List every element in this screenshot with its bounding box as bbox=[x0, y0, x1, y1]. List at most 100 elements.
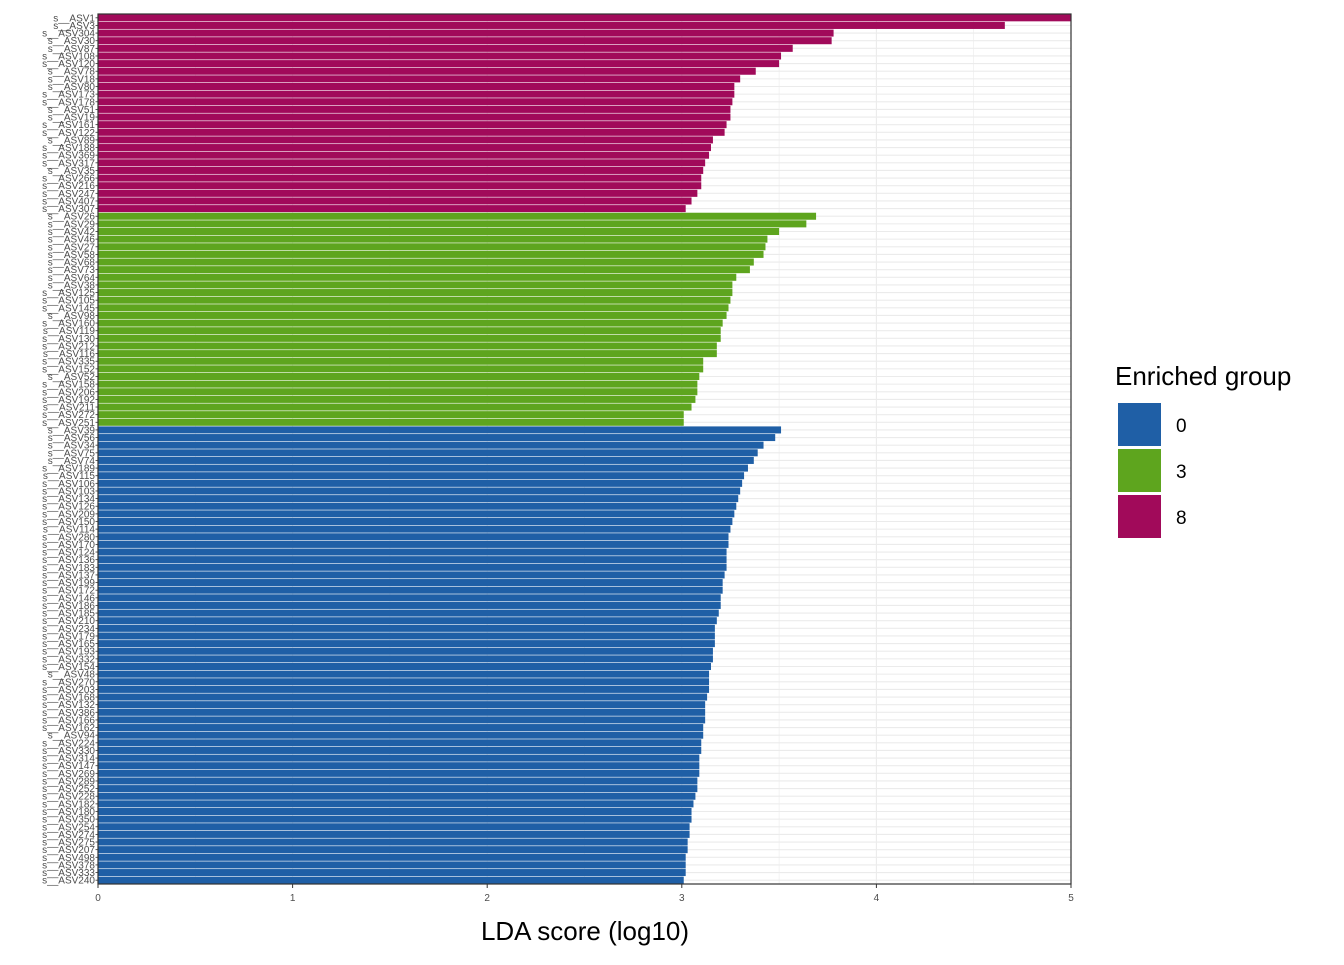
category-label: s__ASV185 bbox=[42, 609, 95, 620]
category-label: s__ASV247 bbox=[42, 189, 95, 200]
bar-group-0-s__ASV386 bbox=[98, 708, 706, 716]
category-label: s__ASV42 bbox=[48, 227, 96, 238]
category-label: s__ASV216 bbox=[42, 181, 95, 192]
bar-group-3-s__ASV130 bbox=[98, 334, 721, 342]
category-label: s__ASV34 bbox=[48, 441, 96, 452]
bar-group-0-s__ASV350 bbox=[98, 815, 692, 823]
x-tick-label: 2 bbox=[484, 893, 490, 904]
category-label: s__ASV68 bbox=[48, 258, 96, 269]
bar-group-8-s__ASV178 bbox=[98, 98, 733, 106]
category-label: s__ASV179 bbox=[42, 631, 95, 642]
bar-group-0-s__ASV185 bbox=[98, 609, 719, 617]
bar-group-8-s__ASV120 bbox=[98, 60, 780, 68]
bar-group-0-s__ASV189 bbox=[98, 464, 748, 472]
category-label: s__ASV105 bbox=[42, 296, 95, 307]
bar-group-3-s__ASV335 bbox=[98, 357, 704, 365]
category-label: s__ASV114 bbox=[43, 525, 96, 536]
category-label: s__ASV26 bbox=[48, 212, 96, 223]
category-label: s__ASV160 bbox=[42, 319, 95, 330]
bar-group-3-s__ASV125 bbox=[98, 289, 733, 297]
bar-group-3-s__ASV158 bbox=[98, 380, 698, 388]
category-label: s__ASV1 bbox=[53, 13, 95, 24]
category-label: s__ASV270 bbox=[42, 677, 95, 688]
category-label: s__ASV252 bbox=[42, 784, 95, 795]
category-label: s__ASV48 bbox=[48, 670, 96, 681]
bar-group-0-s__ASV106 bbox=[98, 479, 743, 487]
bar-group-8-s__ASV108 bbox=[98, 52, 782, 60]
category-label: s__ASV307 bbox=[42, 204, 95, 215]
bar-group-8-s__ASV1 bbox=[98, 14, 1071, 22]
category-label: s__ASV280 bbox=[42, 532, 95, 543]
bar-group-0-s__ASV134 bbox=[98, 495, 739, 503]
category-label: s__ASV58 bbox=[48, 250, 96, 261]
bar-group-3-s__ASV145 bbox=[98, 304, 729, 312]
bar-group-3-s__ASV116 bbox=[98, 350, 717, 358]
category-label: s__ASV289 bbox=[42, 776, 95, 787]
category-label: s__ASV317 bbox=[42, 158, 95, 169]
category-label: s__ASV180 bbox=[42, 807, 95, 818]
category-label: s__ASV78 bbox=[48, 67, 96, 78]
bar-group-0-s__ASV179 bbox=[98, 632, 715, 640]
bar-group-3-s__ASV119 bbox=[98, 327, 721, 335]
bar-group-0-s__ASV186 bbox=[98, 601, 721, 609]
bar-group-0-s__ASV332 bbox=[98, 655, 713, 663]
category-label: s__ASV234 bbox=[42, 624, 95, 635]
bar-group-0-s__ASV228 bbox=[98, 792, 696, 800]
category-label: s__ASV178 bbox=[42, 97, 95, 108]
bar-group-8-s__ASV216 bbox=[98, 182, 702, 190]
category-label: s__ASV182 bbox=[42, 799, 95, 810]
bar-group-3-s__ASV251 bbox=[98, 418, 684, 426]
bar-group-0-s__ASV498 bbox=[98, 853, 686, 861]
bar-layer bbox=[98, 14, 1071, 884]
bar-group-8-s__ASV317 bbox=[98, 159, 706, 167]
bar-group-0-s__ASV275 bbox=[98, 838, 688, 846]
bar-group-0-s__ASV137 bbox=[98, 571, 725, 579]
category-label: s__ASV124 bbox=[42, 548, 95, 559]
bar-group-0-s__ASV170 bbox=[98, 540, 729, 548]
category-label: s__ASV172 bbox=[42, 586, 95, 597]
bar-group-3-s__ASV46 bbox=[98, 235, 768, 243]
category-label: s__ASV269 bbox=[42, 769, 95, 780]
category-label: s__ASV87 bbox=[48, 44, 96, 55]
category-label: s__ASV98 bbox=[48, 311, 96, 322]
bar-group-3-s__ASV29 bbox=[98, 220, 807, 228]
bar-group-0-s__ASV289 bbox=[98, 777, 698, 785]
bar-group-0-s__ASV146 bbox=[98, 594, 721, 602]
category-label: s__ASV106 bbox=[42, 479, 95, 490]
category-label: s__ASV498 bbox=[42, 853, 95, 864]
bar-group-0-s__ASV165 bbox=[98, 640, 715, 648]
category-label: s__ASV333 bbox=[42, 868, 95, 879]
bar-group-0-s__ASV280 bbox=[98, 533, 729, 541]
category-label: s__ASV161 bbox=[42, 120, 95, 131]
bar-group-0-s__ASV34 bbox=[98, 441, 764, 449]
category-label: s__ASV75 bbox=[48, 448, 96, 459]
bar-group-3-s__ASV152 bbox=[98, 365, 704, 373]
category-label: s__ASV38 bbox=[48, 280, 96, 291]
bar-group-0-s__ASV126 bbox=[98, 502, 737, 510]
category-label: s__ASV27 bbox=[48, 242, 96, 253]
bar-group-0-s__ASV74 bbox=[98, 456, 754, 464]
category-label: s__ASV122 bbox=[42, 128, 95, 139]
category-label: s__ASV203 bbox=[42, 685, 95, 696]
bar-group-0-s__ASV39 bbox=[98, 426, 782, 434]
category-label: s__ASV166 bbox=[42, 715, 95, 726]
category-label-layer: s__ASV1s__ASV3s__ASV304s__ASV30s__ASV87s… bbox=[42, 13, 98, 887]
bar-group-0-s__ASV330 bbox=[98, 746, 702, 754]
bar-group-8-s__ASV161 bbox=[98, 121, 727, 129]
category-label: s__ASV158 bbox=[42, 380, 95, 391]
bar-group-8-s__ASV19 bbox=[98, 113, 731, 121]
bar-group-0-s__ASV48 bbox=[98, 670, 710, 678]
legend-title: Enriched group bbox=[1115, 361, 1291, 391]
bar-group-0-s__ASV166 bbox=[98, 716, 706, 724]
category-label: s__ASV304 bbox=[42, 29, 95, 40]
bar-group-8-s__ASV173 bbox=[98, 90, 735, 98]
bar-group-0-s__ASV154 bbox=[98, 662, 711, 671]
bar-group-8-s__ASV369 bbox=[98, 151, 710, 159]
bar-group-0-s__ASV94 bbox=[98, 731, 704, 739]
category-label: s__ASV378 bbox=[42, 860, 95, 871]
bar-group-8-s__ASV80 bbox=[98, 82, 735, 91]
bar-group-3-s__ASV38 bbox=[98, 281, 733, 289]
category-label: s__ASV165 bbox=[42, 639, 95, 650]
bar-group-8-s__ASV122 bbox=[98, 128, 725, 136]
